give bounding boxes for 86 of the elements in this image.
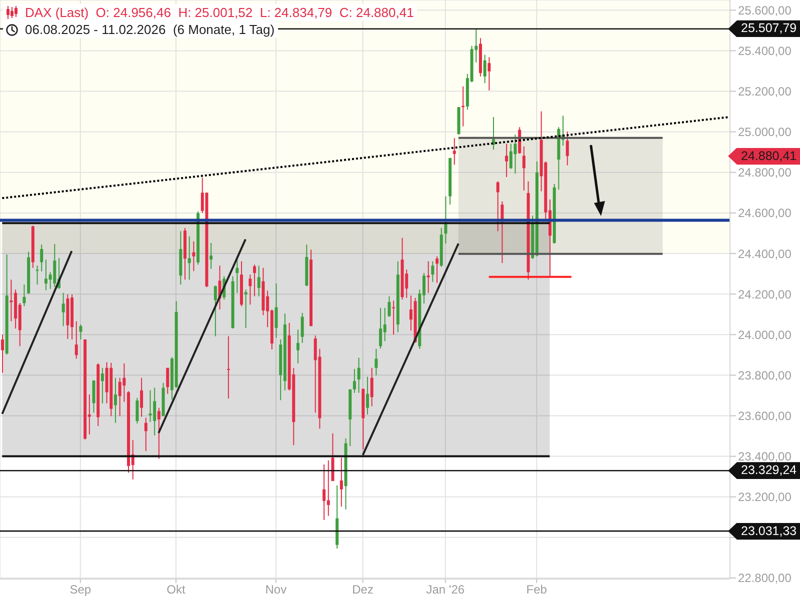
candlestick (379, 307, 382, 350)
candlestick (214, 285, 217, 337)
candlestick (140, 377, 144, 418)
candlestick (496, 180, 500, 232)
x-tick-label: Nov (265, 582, 287, 597)
y-tick-label: 24.000,00 (738, 328, 792, 342)
candlestick (370, 367, 374, 407)
candlestick (488, 56, 491, 91)
candlestick (492, 116, 496, 150)
candlestick (100, 367, 104, 404)
candlestick (500, 200, 504, 264)
x-tick-label: Sep (70, 582, 92, 597)
candlestick (122, 362, 126, 402)
candlestick (426, 260, 430, 294)
candlestick (253, 264, 256, 297)
candlestick (92, 380, 96, 414)
y-tick-label: 23.600,00 (738, 409, 792, 424)
y-tick-label: 24.800,00 (738, 166, 792, 180)
candlestick (444, 196, 448, 244)
candlestick (40, 244, 44, 272)
candlestick (10, 279, 13, 322)
candlestick (62, 292, 65, 327)
candlestick (79, 324, 82, 340)
candlestick (340, 457, 343, 508)
y-tick-label: 23.400,00 (738, 450, 792, 464)
candlestick (136, 397, 139, 424)
candlestick (192, 240, 196, 272)
candlestick (505, 143, 508, 178)
candlestick (36, 265, 39, 286)
y-tick-label: 24.200,00 (738, 287, 792, 302)
candlestick (188, 236, 191, 280)
candlestick (436, 256, 439, 284)
candlestick (431, 260, 434, 282)
candlestick (248, 274, 252, 306)
candlestick (210, 242, 213, 270)
candlestick (148, 390, 152, 423)
text: 24.880,41 (728, 148, 800, 165)
candlestick (388, 296, 391, 318)
candlestick (514, 134, 517, 174)
candlestick (22, 284, 26, 307)
candlestick (74, 320, 78, 360)
ref-line-label: 23.329,24 (728, 462, 800, 480)
y-tick-label: 24.400,00 (738, 246, 792, 261)
candlestick (226, 336, 230, 400)
candlestick (331, 432, 334, 482)
candlestick (300, 312, 304, 344)
candlestick (522, 146, 526, 191)
x-tick-label: Dez (352, 582, 374, 597)
chart-title: DAX (Last) O: 24.956,46 H: 25.001,52 L: 24.834,79 C: 24.880,41 (25, 5, 414, 20)
candlestick (366, 376, 369, 416)
candlestick (53, 243, 56, 288)
candlestick (383, 307, 386, 342)
y-tick-label: 25.400,00 (738, 44, 792, 58)
candlestick (322, 464, 326, 520)
x-tick-label: Jan '26 (426, 582, 465, 597)
ref-line-label: 25.507,79 (728, 20, 800, 38)
candlestick (144, 417, 148, 452)
candlestick (357, 357, 360, 394)
y-tick-label: 23.200,00 (738, 490, 792, 504)
candlestick (166, 367, 170, 394)
candlestick (483, 54, 486, 84)
candlestick (296, 329, 300, 364)
y-tick-label: 25.000,00 (738, 125, 792, 140)
y-tick-label: 23.800,00 (738, 368, 792, 382)
y-tick-label: 25.600,00 (738, 3, 792, 18)
candlestick (374, 348, 378, 376)
candlestick (274, 283, 278, 338)
candlestick (118, 377, 122, 417)
candlestick (509, 143, 512, 170)
y-tick-label: 22.800,00 (738, 571, 792, 586)
candlestick (157, 407, 160, 460)
x-tick-label: Okt (166, 582, 186, 597)
candlestick (392, 300, 396, 336)
candlestick (452, 138, 456, 166)
text: 06.08.2025 - 11.02.2026 (6 Monate, 1 Tag) (25, 22, 275, 37)
ref-line-label: 23.031,33 (728, 522, 800, 540)
candlestick (352, 368, 356, 394)
candlestick (244, 289, 248, 328)
x-tick-label: Feb (526, 582, 548, 597)
candlestick (326, 460, 330, 516)
y-tick-label: 24.600,00 (738, 206, 792, 220)
candlestick (1, 334, 4, 374)
candlestick (257, 265, 260, 297)
candlestick (114, 377, 117, 424)
candlestick (566, 131, 569, 166)
y-tick-label: 25.200,00 (738, 84, 792, 99)
